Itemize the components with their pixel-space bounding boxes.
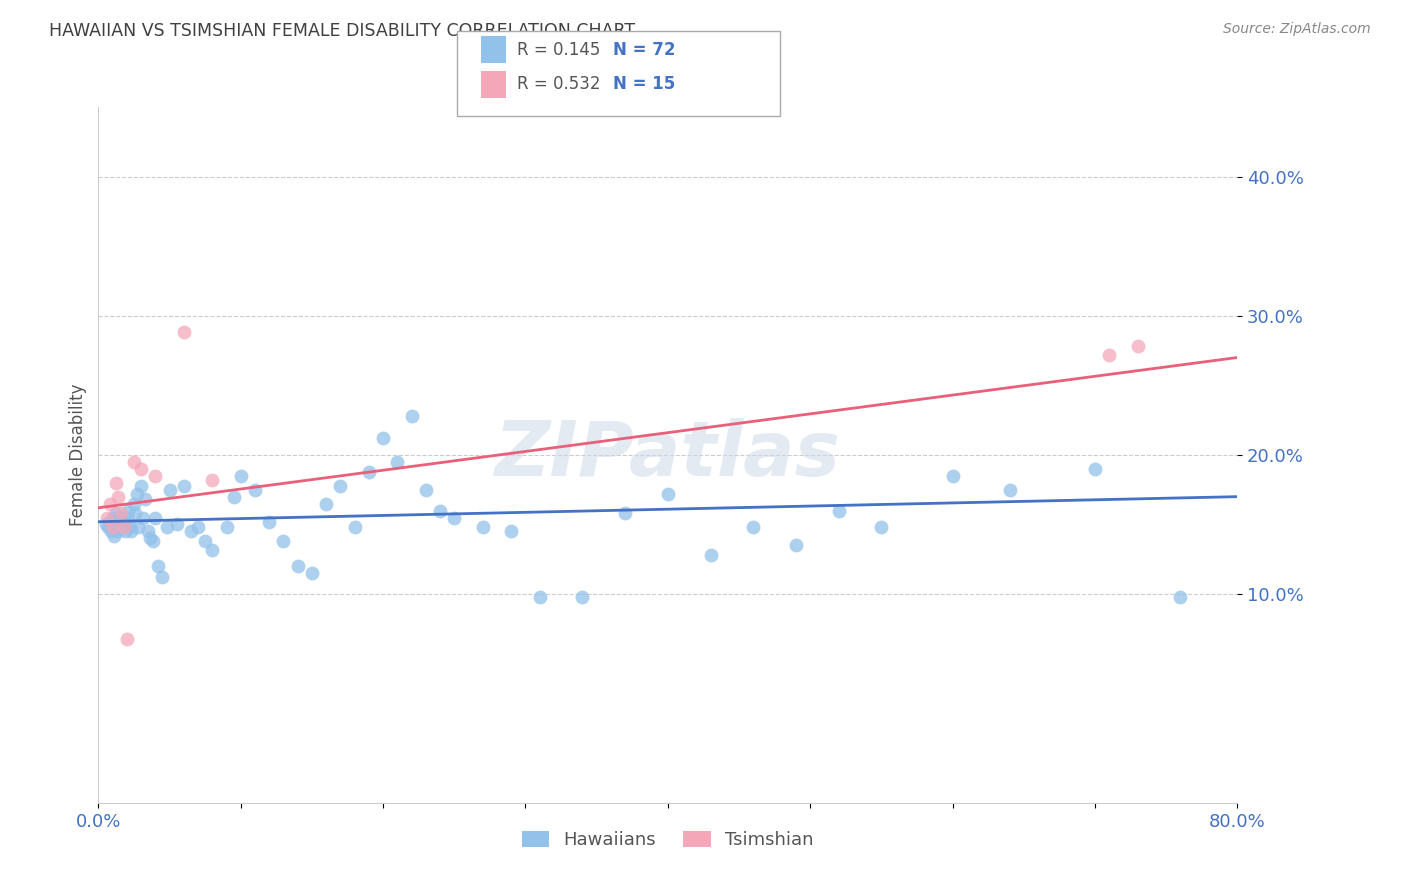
Point — [111, 520, 134, 534]
Point — [742, 520, 765, 534]
Point — [1126, 339, 1149, 353]
Point — [122, 455, 145, 469]
Point — [329, 478, 352, 492]
Point — [699, 548, 721, 562]
Text: R = 0.145: R = 0.145 — [517, 41, 600, 59]
Point — [387, 455, 409, 469]
Point — [401, 409, 423, 423]
Point — [148, 559, 170, 574]
Point — [96, 510, 118, 524]
Text: HAWAIIAN VS TSIMSHIAN FEMALE DISABILITY CORRELATION CHART: HAWAIIAN VS TSIMSHIAN FEMALE DISABILITY … — [49, 22, 636, 40]
Point — [998, 483, 1021, 497]
Point — [201, 542, 224, 557]
Point — [443, 510, 465, 524]
Point — [115, 632, 138, 646]
Point — [136, 524, 159, 539]
Point — [122, 497, 145, 511]
Point — [1170, 590, 1192, 604]
Point — [429, 503, 451, 517]
Point — [571, 590, 593, 604]
Point — [1098, 348, 1121, 362]
Point — [110, 517, 132, 532]
Point — [187, 520, 209, 534]
Point — [287, 559, 309, 574]
Point — [614, 507, 637, 521]
Point — [138, 532, 160, 546]
Point — [173, 478, 195, 492]
Point — [115, 510, 138, 524]
Point — [103, 528, 125, 542]
Point — [471, 520, 494, 534]
Point — [152, 570, 174, 584]
Point — [98, 515, 121, 529]
Point — [101, 510, 124, 524]
Point — [373, 431, 395, 445]
Point — [942, 468, 965, 483]
Point — [273, 534, 295, 549]
Point — [125, 487, 148, 501]
Point — [131, 510, 153, 524]
Point — [145, 510, 167, 524]
Point — [112, 515, 135, 529]
Point — [357, 465, 380, 479]
Point — [222, 490, 245, 504]
Point — [141, 534, 163, 549]
Point — [129, 478, 152, 492]
Point — [104, 507, 127, 521]
Point — [501, 524, 523, 539]
Point — [134, 492, 156, 507]
Point — [259, 515, 281, 529]
Point — [785, 538, 807, 552]
Point — [166, 517, 188, 532]
Point — [127, 520, 149, 534]
Point — [105, 520, 128, 534]
Point — [180, 524, 202, 539]
Point — [94, 517, 117, 532]
Point — [145, 468, 167, 483]
Point — [107, 490, 129, 504]
Point — [229, 468, 252, 483]
Point — [98, 497, 121, 511]
Text: N = 72: N = 72 — [613, 41, 675, 59]
Point — [110, 507, 132, 521]
Point — [201, 473, 224, 487]
Point — [1084, 462, 1107, 476]
Point — [107, 524, 129, 539]
Point — [301, 566, 323, 581]
Point — [215, 520, 238, 534]
Point — [415, 483, 437, 497]
Point — [828, 503, 851, 517]
Point — [173, 326, 195, 340]
Point — [104, 475, 127, 490]
Point — [108, 510, 131, 524]
Point — [100, 524, 122, 539]
Point — [117, 503, 139, 517]
Point — [156, 520, 179, 534]
Y-axis label: Female Disability: Female Disability — [69, 384, 87, 526]
Point — [124, 507, 146, 521]
Point — [529, 590, 551, 604]
Legend: Hawaiians, Tsimshian: Hawaiians, Tsimshian — [522, 831, 814, 849]
Point — [129, 462, 152, 476]
Point — [657, 487, 679, 501]
Point — [159, 483, 181, 497]
Text: N = 15: N = 15 — [613, 76, 675, 94]
Point — [343, 520, 366, 534]
Point — [101, 520, 124, 534]
Point — [114, 524, 136, 539]
Text: ZIPatlas: ZIPatlas — [495, 418, 841, 491]
Text: Source: ZipAtlas.com: Source: ZipAtlas.com — [1223, 22, 1371, 37]
Text: R = 0.532: R = 0.532 — [517, 76, 600, 94]
Point — [112, 520, 135, 534]
Point — [870, 520, 893, 534]
Point — [194, 534, 217, 549]
Point — [120, 524, 142, 539]
Point — [97, 520, 120, 534]
Point — [315, 497, 337, 511]
Point — [243, 483, 266, 497]
Point — [118, 520, 141, 534]
